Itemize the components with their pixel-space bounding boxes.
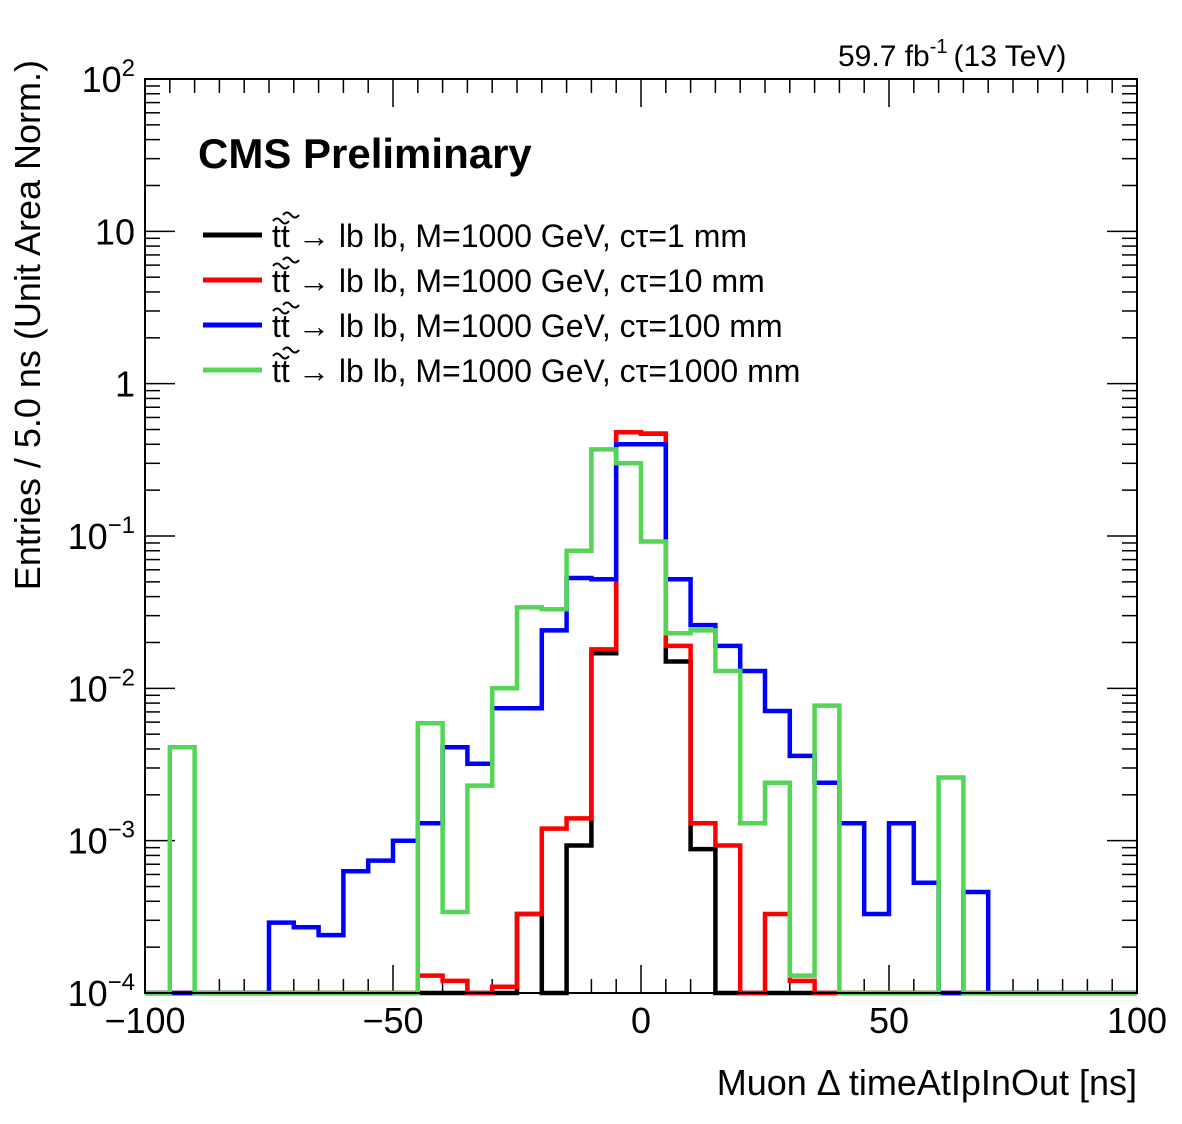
x-tick-label: −100 xyxy=(104,1000,185,1041)
legend-entry-4: tt → lb lb, M=1000 GeV, cτ=1000 mm xyxy=(272,346,800,389)
tilde-mark xyxy=(272,262,290,270)
y-tick-label: 102 xyxy=(82,55,135,100)
legend-label-4: → lb lb, M=1000 GeV, cτ=1000 mm xyxy=(298,353,800,389)
x-tick-label: 0 xyxy=(631,1000,651,1041)
y-tick-label: 1 xyxy=(115,364,135,405)
legend-entry-1: tt → lb lb, M=1000 GeV, cτ=1 mm xyxy=(272,211,747,254)
legend-tt-symbol: tt xyxy=(272,353,290,389)
legend-label-1: → lb lb, M=1000 GeV, cτ=1 mm xyxy=(298,218,747,254)
y-tick-label: 10 xyxy=(95,211,135,252)
legend-entry-2: tt → lb lb, M=1000 GeV, cτ=10 mm xyxy=(272,256,765,299)
legend-entry-3: tt → lb lb, M=1000 GeV, cτ=100 mm xyxy=(272,301,783,344)
lumi-label: 59.7 fb-1 (13 TeV) xyxy=(838,36,1066,73)
tilde-mark xyxy=(282,301,300,309)
legend-tt-symbol: tt xyxy=(272,308,290,344)
y-tick-label: 10−4 xyxy=(68,969,135,1014)
tilde-mark xyxy=(272,217,290,225)
tilde-mark xyxy=(272,307,290,315)
plot-frame xyxy=(144,78,1138,994)
x-tick-label: 50 xyxy=(869,1000,909,1041)
y-tick-label: 10−3 xyxy=(68,817,135,862)
tilde-mark xyxy=(282,256,300,264)
y-tick-label: 10−1 xyxy=(68,512,135,557)
legend-label-2: → lb lb, M=1000 GeV, cτ=10 mm xyxy=(298,263,765,299)
tilde-mark xyxy=(272,352,290,360)
x-tick-label: −50 xyxy=(362,1000,423,1041)
legend-tt-symbol: tt xyxy=(272,263,290,299)
legend-label-3: → lb lb, M=1000 GeV, cτ=100 mm xyxy=(298,308,783,344)
series-line-3 xyxy=(145,442,1137,996)
x-axis-label: Muon Δ timeAtIpInOut [ns] xyxy=(717,1062,1137,1103)
legend-tt-symbol: tt xyxy=(272,218,290,254)
tick-labels: −100 −50 0 50 100 10−4 10−3 10−2 10−1 1 10 102 xyxy=(68,55,1167,1041)
tilde-mark xyxy=(282,211,300,219)
x-tick-label: 100 xyxy=(1107,1000,1167,1041)
y-tick-label: 10−2 xyxy=(68,664,135,709)
tilde-mark xyxy=(282,346,300,354)
experiment-label: CMS Preliminary xyxy=(198,130,532,177)
y-axis-label: Entries / 5.0 ns (Unit Area Norm.) xyxy=(7,60,48,590)
